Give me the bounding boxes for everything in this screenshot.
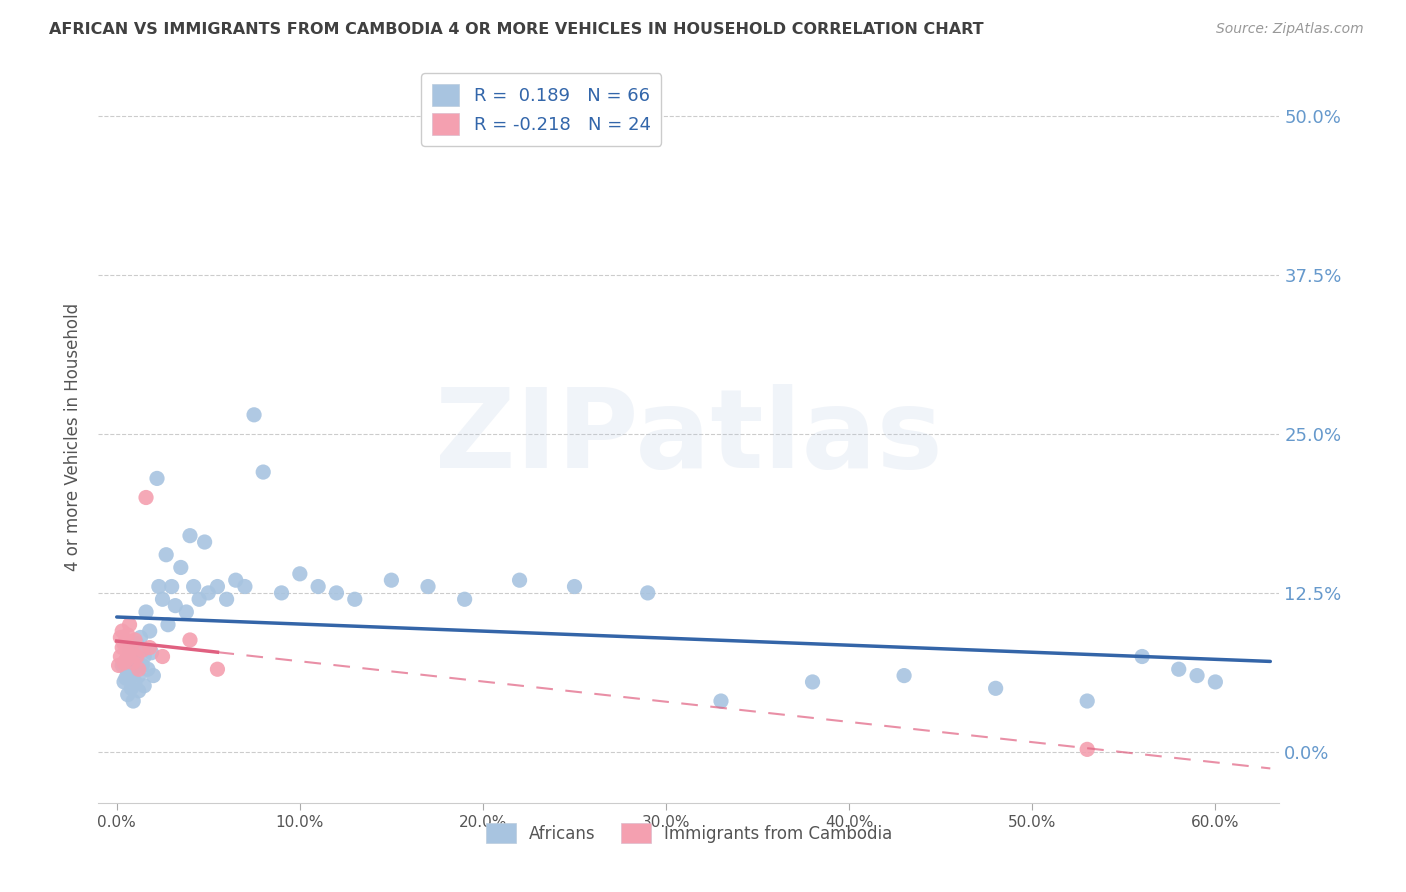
Point xyxy=(188,592,211,607)
Y-axis label: 4 or more Vehicles in Household: 4 or more Vehicles in Household xyxy=(65,303,83,571)
Point xyxy=(135,491,157,505)
Legend: Africans, Immigrants from Cambodia: Africans, Immigrants from Cambodia xyxy=(479,817,898,849)
Point xyxy=(111,658,134,673)
Point xyxy=(243,408,266,422)
Point xyxy=(131,658,153,673)
Point xyxy=(453,592,475,607)
Point xyxy=(179,632,201,647)
Point xyxy=(1130,649,1153,664)
Point xyxy=(135,605,157,619)
Point xyxy=(343,592,366,607)
Point xyxy=(252,465,274,479)
Point xyxy=(111,624,134,638)
Point xyxy=(117,646,139,660)
Point xyxy=(112,637,135,651)
Point xyxy=(122,694,145,708)
Point xyxy=(288,566,311,581)
Point xyxy=(110,631,132,645)
Point xyxy=(124,675,146,690)
Point xyxy=(194,535,217,549)
Point xyxy=(155,548,177,562)
Point xyxy=(148,580,170,594)
Point xyxy=(146,471,169,485)
Point xyxy=(107,658,129,673)
Point xyxy=(117,666,139,681)
Point xyxy=(115,653,138,667)
Point xyxy=(307,580,329,594)
Point xyxy=(637,586,659,600)
Point xyxy=(165,599,187,613)
Point xyxy=(118,643,141,657)
Point xyxy=(128,684,150,698)
Point xyxy=(152,649,174,664)
Text: AFRICAN VS IMMIGRANTS FROM CAMBODIA 4 OR MORE VEHICLES IN HOUSEHOLD CORRELATION : AFRICAN VS IMMIGRANTS FROM CAMBODIA 4 OR… xyxy=(49,22,984,37)
Point xyxy=(801,675,824,690)
Point xyxy=(112,656,135,670)
Point xyxy=(710,694,733,708)
Point xyxy=(118,617,141,632)
Point xyxy=(122,656,145,670)
Point xyxy=(120,681,142,696)
Text: ZIPatlas: ZIPatlas xyxy=(434,384,943,491)
Point xyxy=(117,688,139,702)
Point xyxy=(156,617,179,632)
Point xyxy=(207,580,229,594)
Point xyxy=(141,646,163,660)
Point xyxy=(984,681,1007,696)
Point xyxy=(1185,668,1208,682)
Point xyxy=(564,580,586,594)
Point xyxy=(225,573,247,587)
Point xyxy=(270,586,292,600)
Point xyxy=(115,671,138,685)
Point xyxy=(179,529,201,543)
Point xyxy=(134,679,156,693)
Point xyxy=(110,649,132,664)
Point xyxy=(124,649,146,664)
Point xyxy=(131,643,153,657)
Point xyxy=(152,592,174,607)
Point xyxy=(207,662,229,676)
Point xyxy=(160,580,183,594)
Point xyxy=(120,643,142,657)
Point xyxy=(197,586,219,600)
Point xyxy=(416,580,439,594)
Point xyxy=(893,668,915,682)
Point xyxy=(124,632,146,647)
Point xyxy=(183,580,205,594)
Point xyxy=(118,668,141,682)
Point xyxy=(122,662,145,676)
Point xyxy=(125,649,148,664)
Point xyxy=(112,675,135,690)
Point xyxy=(176,605,198,619)
Point xyxy=(117,628,139,642)
Point xyxy=(1204,675,1226,690)
Point xyxy=(125,637,148,651)
Point xyxy=(1076,694,1098,708)
Point xyxy=(325,586,347,600)
Point xyxy=(111,640,134,655)
Point xyxy=(120,656,142,670)
Point xyxy=(509,573,531,587)
Point xyxy=(134,649,156,664)
Point xyxy=(233,580,256,594)
Point xyxy=(215,592,238,607)
Point xyxy=(380,573,402,587)
Point xyxy=(1167,662,1189,676)
Point xyxy=(1076,742,1098,756)
Point xyxy=(129,631,152,645)
Point xyxy=(138,640,160,655)
Point xyxy=(115,632,138,647)
Point xyxy=(115,653,138,667)
Point xyxy=(128,668,150,682)
Text: Source: ZipAtlas.com: Source: ZipAtlas.com xyxy=(1216,22,1364,37)
Point xyxy=(138,624,160,638)
Point xyxy=(170,560,193,574)
Point xyxy=(128,662,150,676)
Point xyxy=(136,662,159,676)
Point xyxy=(142,668,165,682)
